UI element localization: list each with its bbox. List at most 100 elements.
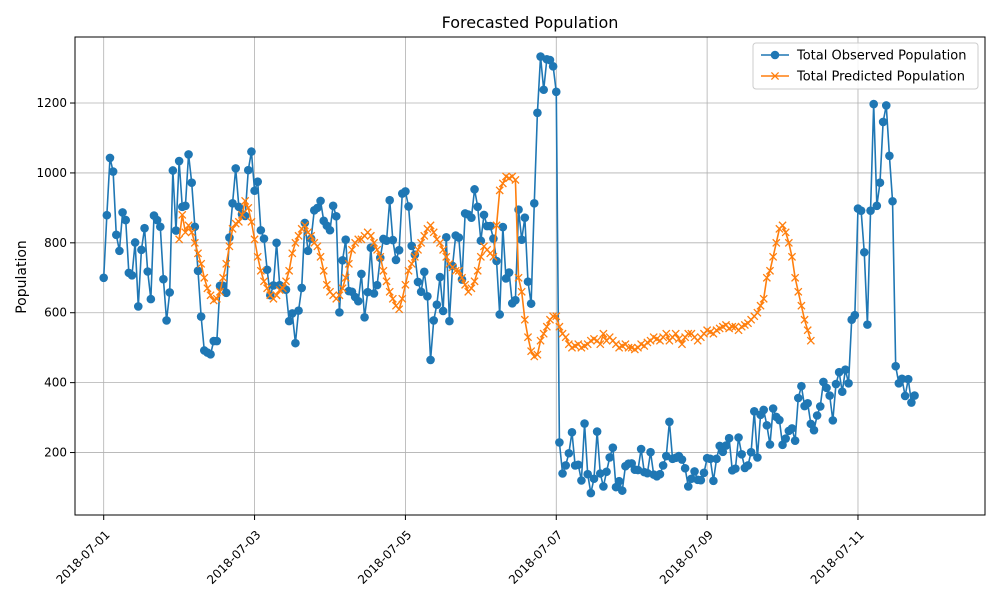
data-point <box>168 166 178 175</box>
data-point <box>165 288 175 297</box>
data-point <box>373 245 382 254</box>
data-point <box>416 287 426 297</box>
data-point <box>888 196 897 206</box>
data-point <box>850 310 860 320</box>
data-point <box>335 291 344 300</box>
data-point <box>699 468 709 478</box>
data-point <box>115 246 124 256</box>
data-point <box>552 312 561 321</box>
data-point <box>419 267 429 277</box>
legend-box <box>752 42 979 90</box>
y-tick-label: 600 <box>44 306 67 320</box>
data-point <box>385 195 394 205</box>
data-point <box>646 447 655 457</box>
data-point <box>435 272 445 282</box>
data-point <box>171 226 181 235</box>
data-point <box>256 266 265 275</box>
data-point <box>684 329 693 338</box>
data-point <box>347 245 357 254</box>
data-point <box>533 108 542 118</box>
data-point <box>196 312 206 321</box>
x-tick-label: 2018-07-11 <box>808 528 867 587</box>
data-point <box>542 322 551 331</box>
x-tick-label: 2018-07-07 <box>506 528 565 587</box>
data-point <box>206 350 215 359</box>
data-point <box>420 231 429 240</box>
data-point <box>596 340 605 349</box>
data-point <box>382 277 391 286</box>
data-point <box>423 292 432 301</box>
data-point <box>262 265 272 275</box>
data-point <box>247 217 256 226</box>
data-point <box>121 215 131 225</box>
data-point <box>759 405 768 415</box>
data-point <box>791 273 800 282</box>
y-tick-label: 1200 <box>36 96 67 110</box>
data-point <box>536 336 545 345</box>
data-point <box>187 228 196 237</box>
data-point <box>407 259 416 268</box>
data-point <box>793 393 803 403</box>
data-point <box>391 255 401 265</box>
data-point <box>159 274 168 284</box>
data-point <box>395 305 404 314</box>
data-point <box>831 379 841 389</box>
legend-entry: Total Observed Population <box>761 49 966 64</box>
data-point <box>577 476 586 485</box>
data-point <box>655 469 665 479</box>
data-point <box>288 249 297 258</box>
data-point <box>803 398 812 408</box>
data-point <box>891 361 900 371</box>
data-point <box>705 454 715 464</box>
data-point <box>234 217 243 226</box>
data-point <box>772 238 781 247</box>
data-point <box>539 329 548 338</box>
data-point <box>712 454 721 464</box>
series-predicted <box>175 172 815 361</box>
data-point <box>526 299 536 308</box>
data-point <box>184 150 193 159</box>
data-point <box>432 300 442 309</box>
data-point <box>404 202 413 211</box>
data-point <box>178 210 187 219</box>
data-point <box>866 206 875 215</box>
data-point <box>272 238 281 248</box>
data-point <box>417 238 426 247</box>
data-point <box>674 334 683 344</box>
data-point <box>599 482 608 491</box>
data-point <box>300 218 310 228</box>
data-point <box>533 350 542 359</box>
data-point <box>435 238 445 247</box>
data-point <box>300 221 309 230</box>
x-tick-label: 2018-07-05 <box>355 528 414 587</box>
data-point <box>219 273 228 282</box>
data-point <box>111 230 121 240</box>
data-point <box>404 266 413 275</box>
data-point <box>787 424 797 433</box>
data-point <box>586 488 596 498</box>
data-point <box>511 295 520 305</box>
data-point <box>665 417 674 427</box>
data-point <box>313 242 322 251</box>
data-point <box>520 315 529 324</box>
y-tick-label: 200 <box>44 446 67 460</box>
data-point <box>485 221 495 231</box>
data-point <box>284 316 294 326</box>
series-layer <box>99 52 919 498</box>
data-point <box>259 234 269 243</box>
data-point <box>341 235 351 244</box>
y-axis-label: Population <box>14 240 30 314</box>
data-point <box>181 201 190 211</box>
data-point <box>203 284 212 293</box>
y-tick-label: 800 <box>44 236 67 250</box>
data-point <box>856 206 866 215</box>
data-point <box>555 438 564 447</box>
data-point <box>285 266 294 275</box>
data-point <box>259 277 269 286</box>
data-point <box>470 185 479 194</box>
data-point <box>608 443 618 452</box>
data-point <box>401 280 410 289</box>
plot-frame <box>74 36 986 516</box>
data-point <box>228 199 237 208</box>
data-point <box>137 245 146 255</box>
